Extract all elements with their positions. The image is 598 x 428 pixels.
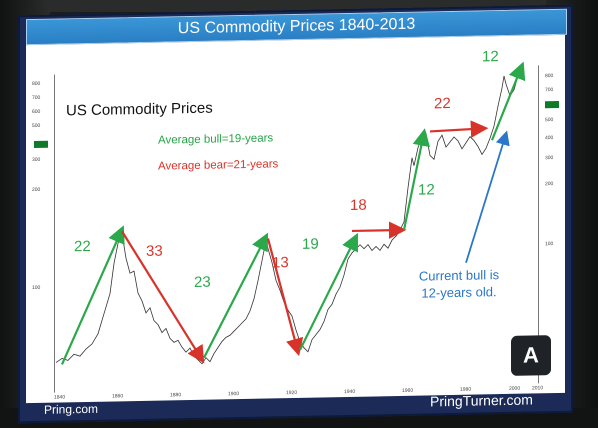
x-tick: 1860 [112,393,124,400]
footer-pring-link: Pring.com [44,401,99,417]
bear-duration-label: 13 [272,254,289,272]
bull-arrow [490,61,526,141]
bull-arrow [60,225,125,365]
bear-average-legend: Average bear=21-years [158,158,279,173]
pring-turner-logo: A [511,335,551,376]
current-bull-annotation: Current bull is 12-years old. [418,267,500,301]
bull-arrow [402,128,430,231]
current-bull-arrow [465,130,510,263]
price-chart [55,61,526,365]
bull-duration-label: 19 [302,235,319,253]
x-tick: 1840 [54,394,66,401]
x-tick: 1900 [228,391,240,398]
bull-arrow [299,232,358,351]
bull-duration-label: 12 [418,181,435,199]
bear-duration-label: 22 [434,95,451,113]
chart-title: US Commodity Prices [66,99,213,120]
x-tick: 2010 [532,385,544,392]
bear-arrow [429,120,489,138]
bear-arrow [352,221,407,240]
bear-arrow [266,238,304,357]
bull-duration-label: 23 [194,273,211,291]
bull-average-legend: Average bull=19-years [158,132,274,147]
footer-pringturner-link: PringTurner.com [430,391,533,410]
x-tick: 1960 [402,387,414,394]
slide-chart-area: 800 700 600 500 300 200 100 800 700 500 … [26,34,565,404]
bull-arrow [203,232,269,359]
bear-duration-label: 18 [350,196,367,214]
bear-arrow [121,230,205,364]
x-tick: 1880 [170,392,182,399]
x-tick: 1920 [286,389,298,397]
projection-screen: US Commodity Prices 1840-2013 800 700 60… [18,4,573,424]
x-tick: 1940 [344,388,356,396]
bear-duration-label: 33 [146,242,163,260]
bull-duration-label: 22 [74,237,91,256]
bull-duration-label: 12 [482,48,499,66]
